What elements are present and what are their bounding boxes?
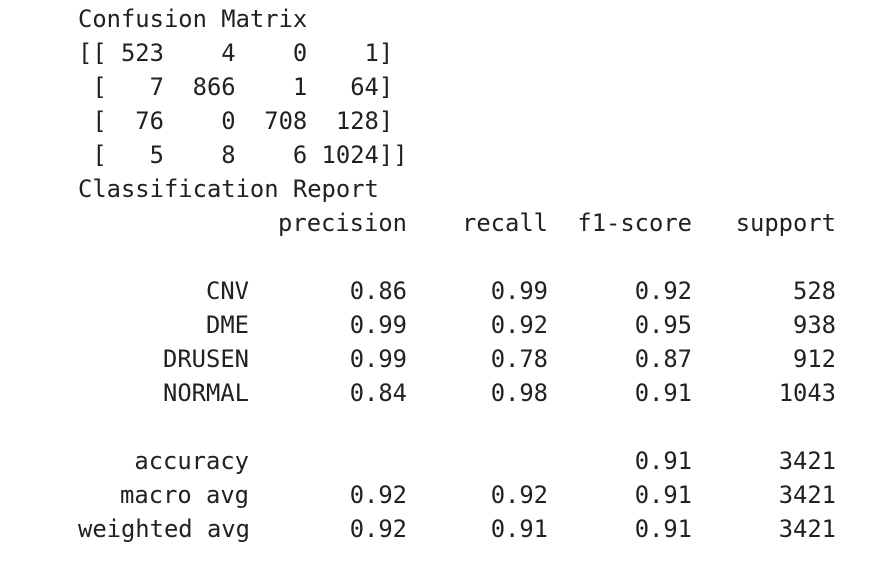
precision-value: 0.92	[349, 481, 407, 509]
support-value: 938	[793, 311, 836, 339]
report-row-weighted-avg: weighted avg 0.92 0.91 0.91 3421	[78, 512, 868, 546]
precision-value: 0.92	[349, 515, 407, 543]
f1-score-value: 0.92	[634, 277, 692, 305]
confusion-matrix-row: [ 7 866 1 64]	[78, 73, 394, 101]
row-label: DRUSEN	[163, 345, 249, 373]
header-recall: recall	[462, 209, 548, 237]
row-label: CNV	[206, 277, 249, 305]
f1-score-value: 0.91	[634, 379, 692, 407]
f1-score-value: 0.91	[634, 481, 692, 509]
header-support: support	[735, 209, 836, 237]
recall-value: 0.99	[490, 277, 548, 305]
f1-score-value: 0.91	[634, 447, 692, 475]
precision-value: 0.84	[349, 379, 407, 407]
support-value: 528	[793, 277, 836, 305]
confusion-matrix-title: Confusion Matrix	[78, 5, 308, 33]
support-value: 1043	[778, 379, 836, 407]
report-row-cnv: CNV 0.86 0.99 0.92 528	[78, 274, 868, 308]
precision-value: 0.99	[349, 311, 407, 339]
report-row-drusen: DRUSEN 0.99 0.78 0.87 912	[78, 342, 868, 376]
recall-value: 0.78	[490, 345, 548, 373]
report-header-row: precision recall f1-score support	[78, 206, 868, 240]
f1-score-value: 0.87	[634, 345, 692, 373]
recall-value	[434, 444, 548, 478]
report-row-accuracy: accuracy 0.91 3421	[78, 444, 868, 478]
precision-value: 0.99	[349, 345, 407, 373]
report-row-dme: DME 0.99 0.92 0.95 938	[78, 308, 868, 342]
support-value: 3421	[778, 481, 836, 509]
classification-report-title: Classification Report	[78, 175, 379, 203]
confusion-matrix-row: [ 5 8 6 1024]]	[78, 141, 408, 169]
recall-value: 0.92	[490, 311, 548, 339]
support-value: 3421	[778, 515, 836, 543]
row-label: macro avg	[120, 481, 249, 509]
header-f1-score: f1-score	[577, 209, 692, 237]
notebook-output: Confusion Matrix [[ 523 4 0 1] [ 7 866 1…	[78, 2, 868, 562]
recall-value: 0.91	[490, 515, 548, 543]
f1-score-value: 0.95	[634, 311, 692, 339]
row-label: DME	[206, 311, 249, 339]
report-row-macro-avg: macro avg 0.92 0.92 0.91 3421	[78, 478, 868, 512]
row-label: weighted avg	[78, 515, 250, 543]
f1-score-value: 0.91	[634, 515, 692, 543]
report-row-normal: NORMAL 0.84 0.98 0.91 1043	[78, 376, 868, 410]
precision-value	[277, 444, 407, 478]
row-label: NORMAL	[163, 379, 249, 407]
row-label: accuracy	[134, 447, 249, 475]
support-value: 912	[793, 345, 836, 373]
precision-value: 0.86	[349, 277, 407, 305]
confusion-matrix-row: [ 76 0 708 128]	[78, 107, 394, 135]
recall-value: 0.98	[490, 379, 548, 407]
support-value: 3421	[778, 447, 836, 475]
recall-value: 0.92	[490, 481, 548, 509]
header-precision: precision	[278, 209, 407, 237]
confusion-matrix-row: [[ 523 4 0 1]	[78, 39, 394, 67]
